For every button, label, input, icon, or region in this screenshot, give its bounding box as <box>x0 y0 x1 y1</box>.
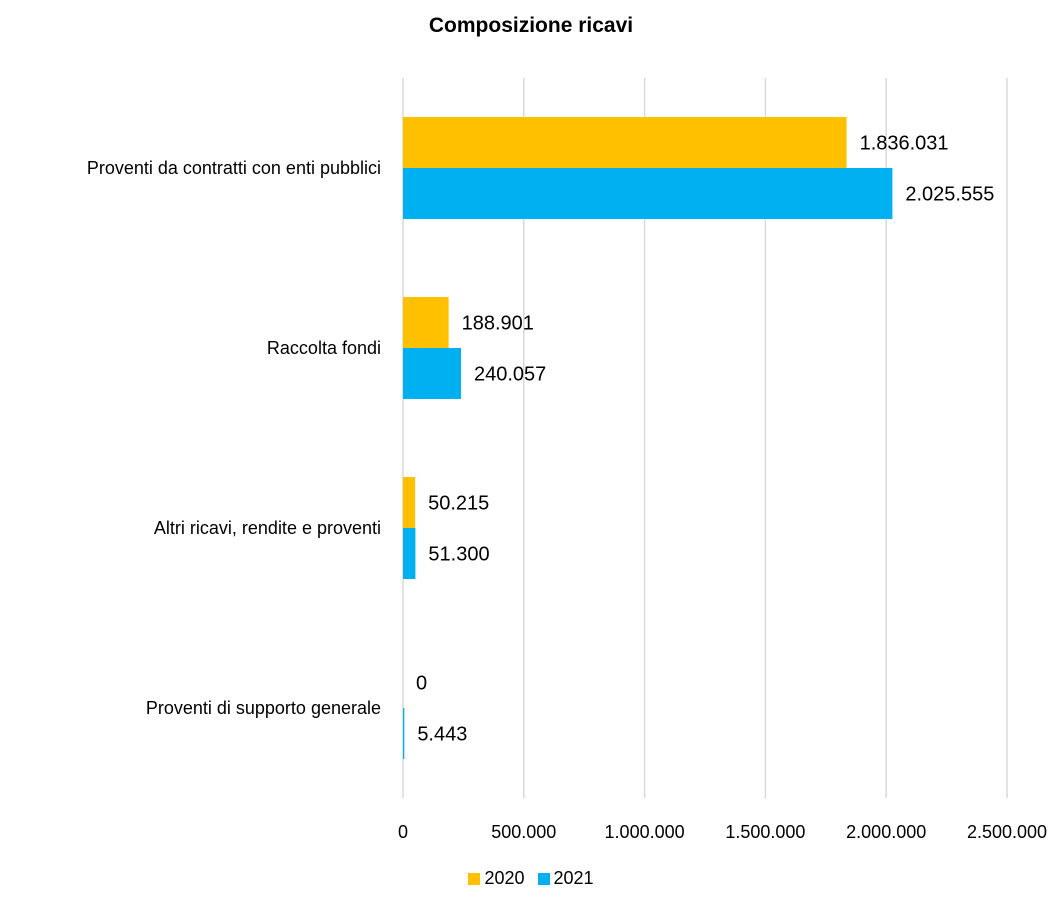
data-label: 240.057 <box>474 364 546 386</box>
data-label: 188.901 <box>462 313 534 335</box>
chart-title: Composizione ricavi <box>428 14 634 37</box>
bar-2021 <box>403 528 416 579</box>
bar-2021 <box>403 348 461 399</box>
category-label: Proventi da contratti con enti pubblici <box>87 158 381 178</box>
x-tick-label: 2.000.000 <box>846 822 926 842</box>
legend-label-2020: 2020 <box>484 868 525 888</box>
legend-swatch-2021 <box>537 872 550 885</box>
data-label: 2.025.555 <box>905 184 994 206</box>
category-label: Proventi di supporto generale <box>146 698 381 718</box>
data-label: 50.215 <box>428 493 489 515</box>
data-label: 0 <box>416 673 427 695</box>
x-tick-label: 1.500.000 <box>725 822 805 842</box>
bar-2020 <box>403 297 449 348</box>
legend: 2020 2021 <box>0 868 1062 890</box>
bar-2021 <box>403 168 893 219</box>
x-tick-label: 500.000 <box>491 822 556 842</box>
bar-2020 <box>403 117 847 168</box>
legend-item-2020: 2020 <box>468 868 524 889</box>
x-tick-label: 0 <box>398 822 408 842</box>
category-label: Raccolta fondi <box>267 338 381 358</box>
x-tick-label: 1.000.000 <box>605 822 685 842</box>
x-tick-label: 2.500.000 <box>967 822 1047 842</box>
legend-label-2021: 2021 <box>553 868 594 888</box>
data-label: 5.443 <box>417 724 467 746</box>
data-label: 1.836.031 <box>860 133 949 155</box>
bar-2021 <box>403 708 405 759</box>
legend-swatch-2020 <box>468 872 481 885</box>
legend-item-2021: 2021 <box>537 868 594 889</box>
category-label: Altri ricavi, rendite e proventi <box>154 518 381 538</box>
data-label: 51.300 <box>428 544 489 566</box>
bar-2020 <box>403 477 416 528</box>
